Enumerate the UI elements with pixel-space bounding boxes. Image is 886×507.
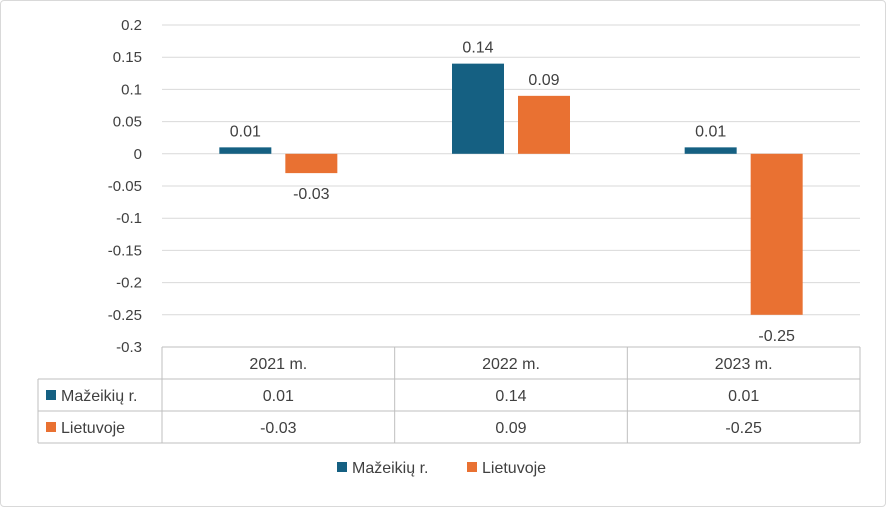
y-tick-label: -0.3 <box>116 339 142 356</box>
legend-label: Mažeikių r. <box>352 460 428 477</box>
data-label: 0.01 <box>695 123 726 140</box>
y-tick-label: 0.2 <box>121 17 142 34</box>
legend: Mažeikių r. Lietuvoje <box>337 460 546 477</box>
data-table: 2021 m. 2022 m. 2023 m. Mažeikių r. 0.01 0.14… <box>37 346 861 444</box>
bar <box>285 153 338 174</box>
bar <box>684 147 737 154</box>
gridlines <box>162 24 860 348</box>
category-label: 2022 m. <box>482 356 540 373</box>
data-label: -0.03 <box>293 186 330 203</box>
table-cell: -0.25 <box>725 420 762 437</box>
y-tick-label: -0.1 <box>116 210 142 227</box>
y-axis-ticks: 0.2 0.15 0.1 0.05 0 -0.05 -0.1 -0.15 -0.2 -0.25 -0… <box>108 17 142 356</box>
table-cell: -0.03 <box>260 420 297 437</box>
table-cell: 0.09 <box>495 420 526 437</box>
data-label: -0.25 <box>758 328 795 345</box>
table-cell: 0.01 <box>263 388 294 405</box>
bar <box>452 63 504 154</box>
y-tick-label: -0.25 <box>108 307 142 324</box>
data-label: 0.14 <box>462 40 493 57</box>
bar <box>750 153 803 315</box>
category-label: 2021 m. <box>249 356 307 373</box>
y-tick-label: -0.2 <box>116 275 142 292</box>
bar <box>518 95 570 154</box>
y-tick-label: -0.15 <box>108 242 142 259</box>
bar <box>219 147 272 154</box>
table-series-name: Lietuvoje <box>61 420 125 437</box>
table-legend-key <box>46 422 56 432</box>
y-tick-label: -0.05 <box>108 178 142 195</box>
table-cell: 0.01 <box>728 388 759 405</box>
data-label: 0.01 <box>230 123 261 140</box>
table-series-name: Mažeikių r. <box>61 388 137 405</box>
category-label: 2023 m. <box>715 356 773 373</box>
table-cell: 0.14 <box>495 388 526 405</box>
y-tick-label: 0 <box>134 146 142 163</box>
table-legend-key <box>46 390 56 400</box>
legend-swatch <box>467 462 477 472</box>
data-label: 0.09 <box>528 72 559 89</box>
legend-swatch <box>337 462 347 472</box>
bars <box>219 63 803 315</box>
y-tick-label: 0.15 <box>113 49 142 66</box>
y-tick-label: 0.05 <box>113 114 142 131</box>
data-labels: 0.01 0.14 0.01 -0.03 0.09 -0.25 <box>230 40 795 345</box>
y-tick-label: 0.1 <box>121 81 142 98</box>
legend-label: Lietuvoje <box>482 460 546 477</box>
